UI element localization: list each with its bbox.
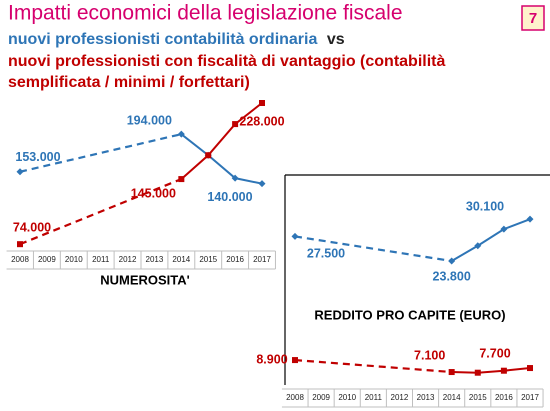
x-tick-label: 2014 [172,255,190,264]
x-tick-label: 2012 [119,255,137,264]
subtitle-line3: semplificata / minimi / forfettari) [8,74,250,91]
point-marker [527,365,533,372]
x-tick-label: 2010 [65,255,83,264]
series-line [451,218,531,262]
x-tick-label: 2010 [338,393,356,402]
x-tick-label: 2015 [469,393,487,402]
point-marker [259,100,265,106]
x-tick-label: 2009 [38,255,56,264]
gap-connector [294,358,452,374]
x-tick-label: 2011 [365,393,383,402]
chart-title: NUMEROSITA' [100,272,190,287]
x-tick-label: 2013 [417,393,435,402]
x-tick-label: 2013 [146,255,164,264]
point-marker [448,257,456,265]
subtitle-vs: vs [327,31,345,48]
gap-connector [19,133,182,173]
point-marker [500,225,508,233]
series-line [180,102,263,180]
data-label: 8.900 [256,352,287,366]
subtitle-blue: nuovi professionisti contabilità ordinar… [8,31,317,48]
data-label: 145.000 [131,186,176,200]
point-marker [205,152,212,159]
gap-connector [19,178,182,246]
point-marker [231,174,239,182]
data-label: 27.500 [307,247,345,261]
data-label: 153.000 [15,150,60,164]
data-label: 228.000 [239,114,284,128]
point-marker [500,367,507,374]
point-marker [232,121,239,128]
point-marker [178,176,185,183]
point-marker [474,369,481,376]
x-tick-label: 2016 [495,393,513,402]
x-tick-label: 2017 [253,255,271,264]
point-marker [17,241,23,248]
slide-title: Impatti economici della legislazione fis… [8,2,403,25]
x-tick-label: 2009 [312,393,330,402]
point-marker [258,180,266,188]
point-marker [16,168,24,176]
x-tick-label: 2008 [11,255,29,264]
chart-title: REDDITO PRO CAPITE (EURO) [314,307,505,322]
x-tick-label: 2008 [286,393,304,402]
data-label: 7.700 [479,346,510,360]
point-marker [177,130,185,138]
x-tick-label: 2017 [521,393,539,402]
x-tick-label: 2011 [92,255,110,264]
data-label: 7.100 [414,348,445,362]
data-label: 74.000 [13,220,51,234]
page-badge [521,5,545,31]
subtitle-line1: nuovi professionisti contabilità ordinar… [8,31,345,48]
gap-connector [294,235,452,263]
data-label: 194.000 [127,113,172,127]
point-marker [474,242,482,250]
point-marker [448,369,455,376]
point-marker [292,357,298,364]
x-tick-label: 2014 [443,393,461,402]
x-tick-label: 2015 [199,255,217,264]
series-line [451,367,531,374]
page-number: 7 [529,10,537,27]
series-line [180,133,263,185]
data-label: 140.000 [207,190,252,204]
x-tick-label: 2016 [226,255,244,264]
point-marker [526,215,534,223]
data-label: 30.100 [466,199,504,213]
point-marker [291,232,299,240]
panel-border [284,174,550,385]
x-tick-label: 2012 [391,393,409,402]
data-label: 23.800 [433,269,471,283]
subtitle-line2: nuovi professionisti con fiscalità di va… [8,53,445,70]
